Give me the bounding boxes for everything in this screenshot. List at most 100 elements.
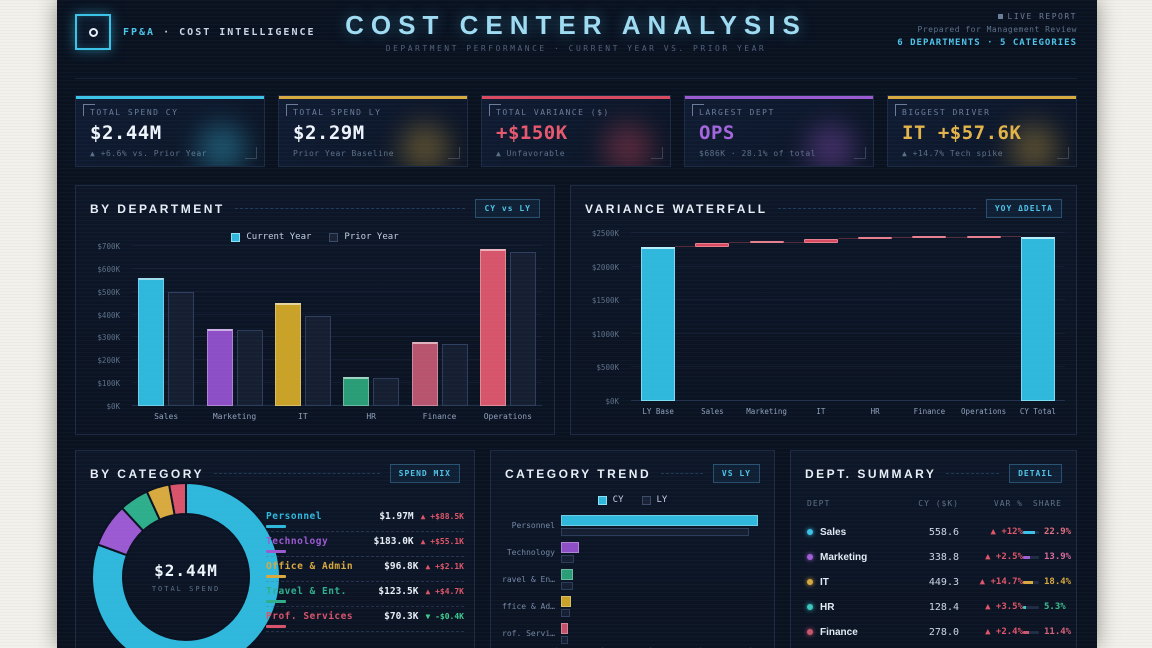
y-axis-tick: $700K	[97, 242, 120, 251]
bar-current-year[interactable]	[206, 328, 233, 406]
legend-item[interactable]: Prior Year	[329, 232, 399, 242]
category-name: Travel & Ent.	[266, 586, 347, 597]
waterfall-delta-bar[interactable]	[749, 241, 784, 244]
category-underline	[266, 550, 286, 553]
kpi-label: TOTAL SPEND CY	[90, 108, 179, 117]
spend-mix-badge[interactable]: SPEND MIX	[389, 464, 460, 483]
share-minibar	[1023, 630, 1039, 634]
bar-current-year[interactable]	[274, 303, 301, 406]
summary-row[interactable]: IT 449.3 ▲ +14.7% 18.4%	[807, 571, 1071, 593]
trend-bar-ly[interactable]	[561, 609, 571, 617]
bar-current-year[interactable]	[411, 342, 438, 406]
category-row[interactable]: Technology $183.0K ▲ +$55.1K	[266, 534, 464, 557]
kpi-card[interactable]: TOTAL VARIANCE ($) +$150K ▲ Unfavorable	[481, 95, 671, 167]
trend-bar-cy[interactable]	[561, 542, 580, 553]
cy-vs-ly-badge[interactable]: CY vs LY	[475, 199, 540, 218]
waterfall-delta-bar[interactable]	[695, 243, 730, 248]
prepared-note: Prepared for Management Review	[917, 25, 1077, 34]
category-row[interactable]: Office & Admin $96.8K ▲ +$2.1K	[266, 559, 464, 582]
kpi-sub: ▲ +14.7% Tech spike	[902, 149, 1004, 158]
gridline	[631, 332, 1065, 334]
y-axis-tick: $2500K	[591, 229, 619, 238]
waterfall-delta-bar[interactable]	[858, 236, 893, 239]
brand-suffix: · COST INTELLIGENCE	[163, 26, 316, 38]
corner-bracket-icon	[286, 104, 298, 116]
trend-row: Personnel	[499, 515, 758, 536]
trend-row: rof. Servi…	[499, 623, 569, 644]
kpi-card[interactable]: LARGEST DEPT OPS $686K · 28.1% of total	[684, 95, 874, 167]
legend-item[interactable]: Current Year	[231, 232, 311, 242]
corner-bracket-icon	[854, 147, 866, 159]
waterfall-delta-bar[interactable]	[966, 235, 1001, 238]
legend-swatch-icon	[597, 495, 607, 505]
trend-bar-ly[interactable]	[561, 636, 569, 644]
waterfall-connector	[783, 241, 804, 243]
gridline	[132, 359, 542, 361]
donut-slice[interactable]	[91, 481, 281, 648]
panel-dept-summary: DEPT. SUMMARY DETAIL DEPT CY ($K) VAR % SHA…	[790, 450, 1077, 648]
x-axis-label: CY Total	[1019, 407, 1056, 416]
kpi-glow	[996, 110, 1072, 166]
kpi-card[interactable]: TOTAL SPEND LY $2.29M Prior Year Baseline	[278, 95, 468, 167]
trend-bar-ly[interactable]	[561, 555, 574, 563]
trend-bar-cy[interactable]	[561, 569, 574, 580]
x-axis-label: Marketing	[212, 412, 257, 421]
detail-badge[interactable]: DETAIL	[1009, 464, 1062, 483]
waterfall-delta-bar[interactable]	[803, 238, 838, 243]
page-title: COST CENTER ANALYSIS	[345, 10, 807, 40]
trend-bar-cy[interactable]	[561, 596, 571, 607]
bar-prior-year[interactable]	[441, 343, 468, 406]
category-row[interactable]: Prof. Services $70.3K ▼ -$0.4K	[266, 609, 464, 632]
trend-bar-cy[interactable]	[561, 623, 569, 634]
summary-var-value: ▲ +3.5%	[985, 602, 1023, 612]
logo-icon[interactable]	[75, 14, 111, 50]
gridline	[631, 232, 1065, 233]
kpi-glow	[793, 110, 869, 166]
bar-prior-year[interactable]	[168, 292, 195, 406]
category-row[interactable]: Travel & Ent. $123.5K ▲ +$4.7K	[266, 584, 464, 607]
header-rule	[213, 473, 380, 474]
bar-current-year[interactable]	[343, 376, 370, 406]
waterfall-chart	[631, 232, 1065, 401]
kpi-card[interactable]: TOTAL SPEND CY $2.44M ▲ +6.6% vs. Prior Ye…	[75, 95, 265, 167]
waterfall-total-bar[interactable]	[1020, 237, 1055, 401]
brand-fpa: FP&A	[123, 26, 156, 38]
x-axis-label: Sales	[154, 412, 179, 421]
gridline	[631, 265, 1065, 267]
trend-bar-ly[interactable]	[561, 582, 573, 590]
trend-bar-cy[interactable]	[561, 515, 758, 526]
donut-slice[interactable]	[167, 481, 187, 517]
yoy-delta-badge[interactable]: YOY ΔDELTA	[985, 199, 1062, 218]
bar-current-year[interactable]	[138, 278, 165, 406]
legend-item[interactable]: CY	[597, 495, 624, 505]
trend-bar-ly[interactable]	[561, 528, 750, 536]
waterfall-delta-bar[interactable]	[912, 236, 947, 239]
waterfall-x-axis: LY Base Sales Marketing IT HR Finance Operatio…	[631, 407, 1065, 419]
category-row[interactable]: Personnel $1.97M ▲ +$88.5K	[266, 509, 464, 532]
title-block: COST CENTER ANALYSIS DEPARTMENT PERFORMA…	[345, 12, 807, 53]
kpi-glow	[184, 110, 260, 166]
vs-ly-badge[interactable]: VS LY	[712, 464, 760, 483]
dept-dot-icon	[807, 604, 813, 610]
kpi-card[interactable]: BIGGEST DRIVER IT +$57.6K ▲ +14.7% Tech sp…	[887, 95, 1077, 167]
bar-prior-year[interactable]	[236, 330, 263, 406]
summary-row[interactable]: Finance 278.0 ▲ +2.4% 11.4%	[807, 621, 1071, 643]
summary-dept: IT	[807, 577, 903, 588]
bar-prior-year[interactable]	[373, 377, 400, 406]
legend-label: CY	[612, 495, 624, 505]
summary-row[interactable]: Marketing 338.8 ▲ +2.5% 13.9%	[807, 546, 1071, 568]
panel-by-category: BY CATEGORY SPEND MIX $2.44M TOTAL SPEND…	[75, 450, 475, 648]
summary-row[interactable]: HR 128.4 ▲ +3.5% 5.3%	[807, 596, 1066, 618]
category-underline	[266, 625, 286, 628]
trend-bars	[561, 515, 758, 536]
waterfall-total-bar[interactable]	[641, 247, 676, 401]
summary-row[interactable]: Sales 558.6 ▲ +12% 22.9%	[807, 521, 1071, 543]
header-rule	[777, 208, 976, 209]
legend-item[interactable]: LY	[641, 495, 667, 505]
donut-center: $2.44M TOTAL SPEND	[86, 477, 286, 648]
bar-current-year[interactable]	[479, 249, 506, 406]
bar-prior-year[interactable]	[509, 252, 536, 406]
bar-prior-year[interactable]	[304, 316, 331, 406]
y-axis-tick: $0K	[106, 402, 120, 411]
summary-share: 13.9%	[1023, 552, 1071, 562]
